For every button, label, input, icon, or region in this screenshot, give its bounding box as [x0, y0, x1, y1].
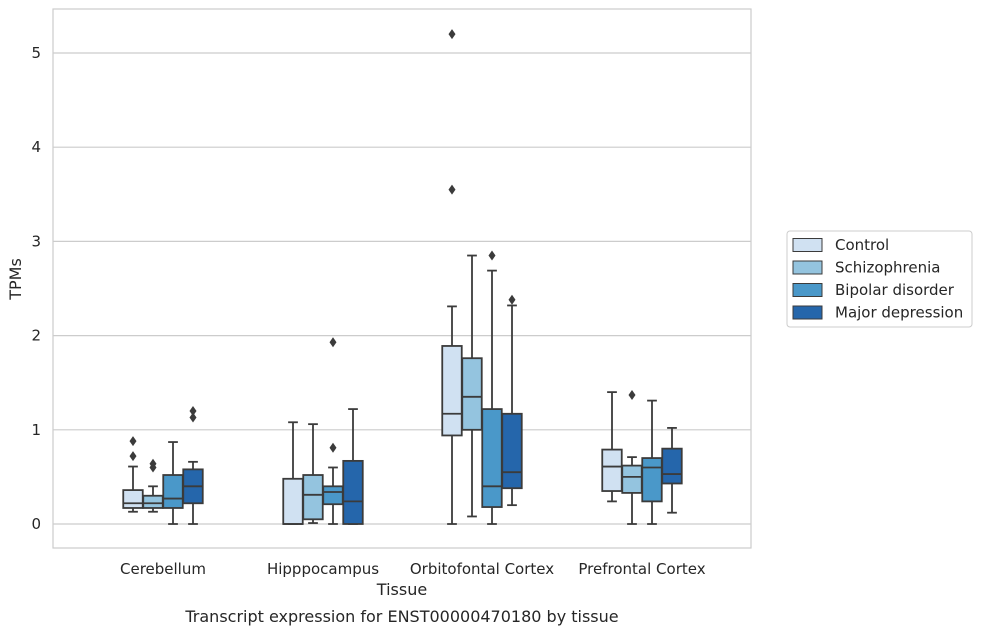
- box-2-3: [501, 294, 523, 507]
- plot-background: [53, 9, 751, 548]
- box-iqr: [601, 448, 623, 492]
- box-0-3: [182, 405, 204, 525]
- box-3-1: [621, 389, 643, 525]
- outlier-point: [189, 412, 197, 423]
- legend-swatch: [792, 305, 823, 320]
- box-1-0: [282, 421, 304, 525]
- legend-frame: [786, 230, 973, 328]
- x-axis-title: Tissue: [376, 580, 427, 599]
- chart-caption: Transcript expression for ENST0000047018…: [184, 607, 618, 626]
- box-0-1: [142, 458, 164, 513]
- x-tick-labels: Cerebellum Hipppocampus Orbitofontal Corte…: [120, 560, 706, 578]
- y-tick-labels: 0 1 2 3 4 5: [31, 44, 41, 533]
- box-iqr: [302, 474, 324, 521]
- legend-swatch: [792, 283, 823, 297]
- box-iqr: [461, 357, 483, 431]
- x-tick-label: Orbitofontal Cortex: [410, 560, 554, 578]
- outlier-point: [329, 442, 337, 453]
- box-iqr: [501, 412, 523, 490]
- box-3-3: [661, 427, 683, 514]
- box-iqr: [661, 447, 683, 485]
- box-plots: [122, 29, 683, 525]
- box-0-0: [122, 436, 144, 513]
- legend-swatch: [792, 238, 823, 252]
- outlier-point: [149, 458, 157, 469]
- outlier-point: [508, 294, 516, 305]
- outlier-point: [448, 184, 456, 195]
- box-iqr: [342, 459, 364, 525]
- y-tick-label: 2: [31, 327, 41, 345]
- outlier-point: [129, 436, 137, 447]
- box-iqr: [162, 474, 184, 509]
- y-tick-label: 1: [31, 421, 41, 439]
- y-tick-label: 5: [31, 44, 41, 62]
- box-iqr: [322, 485, 344, 506]
- outlier-point: [488, 250, 496, 261]
- box-iqr: [282, 477, 304, 525]
- x-tick-label: Hipppocampus: [267, 560, 379, 578]
- box-iqr: [621, 464, 643, 494]
- box-iqr: [481, 408, 503, 508]
- legend-label: Control: [835, 236, 889, 254]
- legend-label: Schizophrenia: [835, 259, 940, 277]
- outlier-point: [448, 29, 456, 40]
- y-axis-title: TPMs: [6, 258, 25, 301]
- box-iqr: [641, 457, 663, 503]
- outlier-point: [189, 405, 197, 416]
- box-iqr: [142, 494, 164, 509]
- outlier-point: [628, 389, 636, 400]
- outlier-point: [329, 337, 337, 348]
- legend-label: Bipolar disorder: [835, 281, 955, 299]
- legend-swatch: [792, 260, 823, 275]
- box-2-2: [481, 250, 503, 525]
- plot-frame: [52, 8, 752, 549]
- outlier-point: [129, 451, 137, 462]
- box-3-2: [641, 399, 663, 525]
- y-tick-label: 0: [31, 515, 41, 533]
- box-iqr: [122, 489, 144, 509]
- box-1-2: [322, 337, 344, 525]
- x-tick-label: Cerebellum: [120, 560, 206, 578]
- box-iqr: [441, 345, 463, 437]
- legend-label: Major depression: [835, 304, 963, 322]
- box-2-1: [461, 254, 483, 518]
- y-tick-label: 3: [31, 232, 41, 250]
- box-1-3: [342, 408, 364, 525]
- legend: Control Schizophrenia Bipolar disorder Majo…: [786, 230, 973, 328]
- x-tick-label: Prefrontal Cortex: [578, 560, 705, 578]
- y-tick-label: 4: [31, 138, 41, 156]
